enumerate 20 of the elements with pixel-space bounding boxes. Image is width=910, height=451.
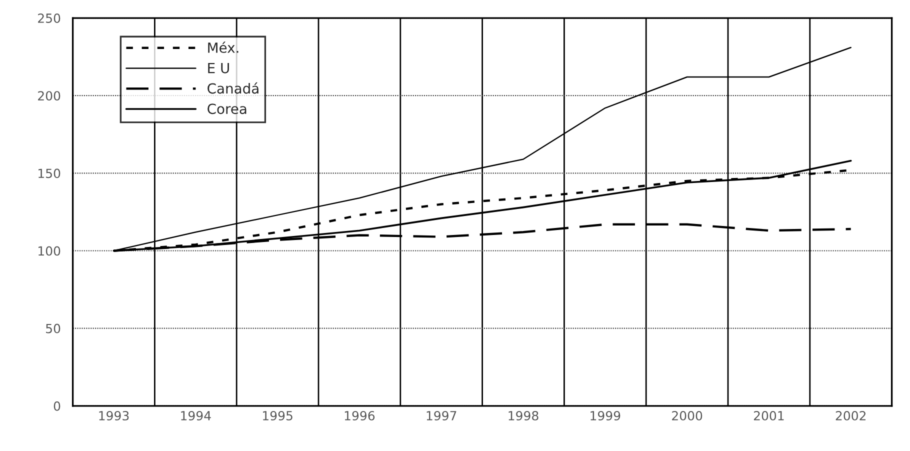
x-tick-label: 1996 — [344, 410, 375, 420]
legend-label: Corea — [208, 104, 246, 114]
x-tick-label: 1997 — [426, 410, 456, 420]
legend-label: Méx. — [208, 42, 238, 53]
x-tick-label: 2000 — [672, 410, 702, 420]
y-tick-label: 150 — [38, 168, 60, 178]
x-tick-label: 1994 — [181, 410, 211, 420]
x-tick-label: 1998 — [508, 410, 538, 420]
y-tick-label: 200 — [38, 91, 60, 101]
y-tick-label: 100 — [38, 246, 60, 256]
x-tick-label: 2001 — [754, 410, 784, 420]
x-tick-label: 1993 — [99, 410, 129, 420]
y-tick-label: 0 — [54, 401, 60, 411]
x-tick-label: 1999 — [590, 410, 620, 420]
y-tick-label: 50 — [46, 324, 60, 334]
x-tick-label: 2002 — [836, 410, 866, 420]
y-tick-label: 250 — [38, 14, 60, 23]
legend-label: Canadá — [208, 82, 258, 94]
legend-label: E U — [208, 62, 229, 74]
x-tick-label: 1995 — [263, 410, 292, 420]
